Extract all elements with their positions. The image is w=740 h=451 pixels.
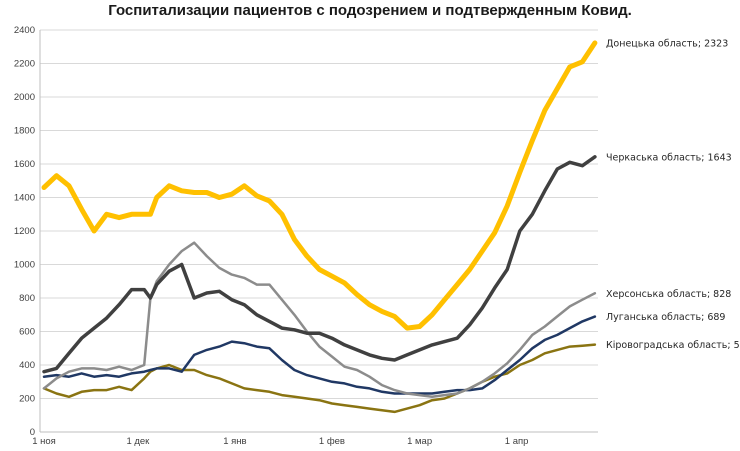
x-tick-label: 1 янв bbox=[223, 436, 246, 447]
gridlines bbox=[39, 29, 598, 433]
y-tick-label: 800 bbox=[19, 293, 35, 304]
y-tick-label: 200 bbox=[19, 394, 35, 405]
x-tick-label: 1 мар bbox=[407, 436, 432, 447]
y-tick-label: 1600 bbox=[14, 159, 35, 170]
y-tick-label: 1000 bbox=[14, 260, 35, 271]
series-line-1 bbox=[41, 40, 598, 331]
series-end-label: Донецька область; 2323 bbox=[606, 38, 728, 49]
series-line-2 bbox=[42, 155, 597, 374]
y-tick-label: 2200 bbox=[14, 59, 35, 70]
y-tick-label: 400 bbox=[19, 360, 35, 371]
x-tick-label: 1 фев bbox=[319, 436, 345, 447]
series-line-3 bbox=[42, 241, 597, 399]
series-end-label: Херсонська область; 828 bbox=[606, 289, 731, 300]
y-tick-label: 1200 bbox=[14, 226, 35, 237]
x-tick-label: 1 апр bbox=[505, 436, 529, 447]
x-tick-label: 1 дек bbox=[126, 436, 150, 447]
y-tick-label: 1800 bbox=[14, 126, 35, 137]
y-tick-label: 600 bbox=[19, 327, 35, 338]
x-axis: 1 ноя 1 дек 1 янв 1 фев 1 мар 1 апр bbox=[32, 436, 528, 447]
series-end-label: Черкаська область; 1643 bbox=[606, 152, 732, 163]
series-lines bbox=[41, 40, 598, 414]
y-tick-label: 0 bbox=[30, 427, 35, 438]
y-axis: 0 200 400 600 800 1000 1200 1400 1600 1800 2000 220… bbox=[14, 25, 35, 438]
x-tick-label: 1 ноя bbox=[32, 436, 56, 447]
series-end-label: Кіровоградська область; 522 bbox=[606, 340, 740, 351]
y-tick-label: 2400 bbox=[14, 25, 35, 36]
series-end-label: Луганська область; 689 bbox=[606, 312, 725, 323]
chart-title: Госпитализации пациентов с подозрением и… bbox=[108, 2, 632, 19]
series-line-4 bbox=[42, 315, 597, 395]
y-tick-label: 1400 bbox=[14, 193, 35, 204]
series-labels: Донецька область; 2323 Черкаська область;… bbox=[606, 38, 740, 351]
y-tick-label: 2000 bbox=[14, 92, 35, 103]
